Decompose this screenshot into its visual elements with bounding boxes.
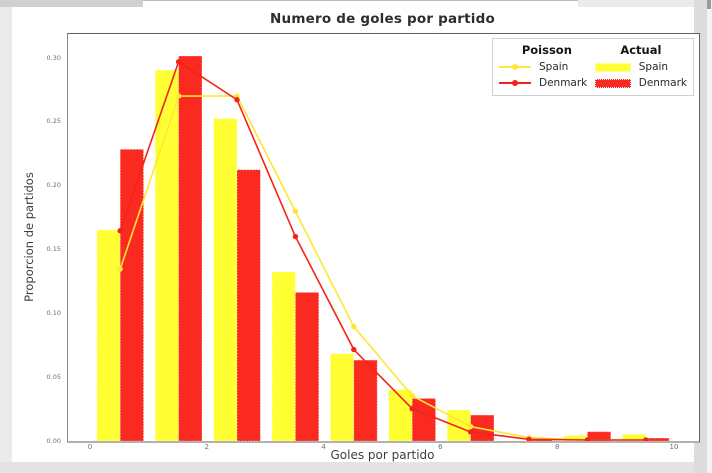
spain-actual-bar xyxy=(622,433,647,441)
spain-actual-bar xyxy=(96,229,121,441)
denmark-line-marker-icon xyxy=(512,80,518,86)
denmark-actual-bar xyxy=(294,292,320,441)
spain-poisson-marker xyxy=(409,393,415,399)
legend-column-poisson: Poisson Spain Denmark xyxy=(499,42,595,93)
legend-label: Spain xyxy=(539,61,569,73)
denmark-bar-swatch-icon xyxy=(594,78,631,88)
denmark-poisson-marker xyxy=(175,59,182,65)
spain-actual-bar xyxy=(213,118,238,441)
spain-poisson-marker xyxy=(467,423,474,430)
denmark-actual-bar xyxy=(411,398,436,441)
x-axis-label: Goles por partido xyxy=(330,448,435,462)
window-bottom-strip xyxy=(0,462,694,473)
legend: Poisson Spain Denmark Actual Spain xyxy=(492,38,694,96)
legend-header-poisson: Poisson xyxy=(521,43,572,57)
x-tick-label: 0 xyxy=(87,443,93,451)
legend-entry-actual-denmark: Denmark xyxy=(594,75,687,91)
y-tick-label: 0.15 xyxy=(46,245,61,254)
legend-label: Denmark xyxy=(638,77,687,89)
y-tick-label: 0.00 xyxy=(46,436,61,445)
y-tick-label: 0.25 xyxy=(46,117,61,126)
window-corner-mark xyxy=(707,0,711,9)
legend-entry-poisson-denmark: Denmark xyxy=(499,75,595,91)
spain-line-marker-icon xyxy=(512,64,518,70)
spain-actual-bar xyxy=(505,440,530,441)
x-tick-label: 10 xyxy=(669,443,679,451)
denmark-poisson-marker xyxy=(234,97,240,103)
legend-entry-actual-spain: Spain xyxy=(594,59,687,75)
y-tick-label: 0.30 xyxy=(46,53,61,62)
spain-actual-bar xyxy=(271,271,296,441)
legend-label: Spain xyxy=(638,61,669,73)
x-tick-label: 6 xyxy=(438,443,443,451)
denmark-poisson-marker xyxy=(351,346,357,353)
denmark-actual-bar xyxy=(119,148,144,441)
denmark-poisson-marker xyxy=(117,227,123,234)
denmark-actual-bar xyxy=(587,431,612,441)
denmark-actual-bar xyxy=(178,55,203,441)
denmark-poisson-marker xyxy=(292,233,299,240)
legend-label: Denmark xyxy=(539,77,588,89)
window-top-strip-left xyxy=(0,0,143,7)
y-tick-label: 0.20 xyxy=(46,181,61,190)
denmark-actual-bar xyxy=(645,437,670,441)
spain-poisson-marker xyxy=(175,93,182,99)
denmark-poisson-marker xyxy=(643,437,649,441)
spain-poisson-marker xyxy=(234,93,240,99)
denmark-poisson-marker xyxy=(409,405,415,412)
window-right-edge xyxy=(707,0,712,473)
legend-entry-poisson-spain: Spain xyxy=(499,59,595,75)
denmark-actual-bar xyxy=(236,169,261,441)
legend-column-actual: Actual Spain Denmark xyxy=(594,42,687,93)
spain-bar-swatch-icon xyxy=(594,62,631,72)
x-tick-label: 4 xyxy=(321,443,326,451)
chart-title: Numero de goles por partido xyxy=(270,11,495,27)
denmark-poisson-marker xyxy=(584,437,591,441)
chart-figure: Numero de goles por partido Proporcion d… xyxy=(12,7,700,462)
denmark-poisson-line xyxy=(119,60,646,441)
spain-poisson-line xyxy=(119,95,646,441)
legend-header-actual: Actual xyxy=(620,43,662,57)
denmark-poisson-marker xyxy=(526,436,532,441)
y-axis-label: Proporcion de partidos xyxy=(22,172,36,302)
spain-actual-bar xyxy=(154,69,179,441)
x-tick-label: 2 xyxy=(204,443,210,451)
plot-area xyxy=(67,33,700,443)
denmark-line-sample-icon xyxy=(499,80,531,86)
spain-line-sample-icon xyxy=(499,64,531,70)
x-tick-label: 8 xyxy=(554,443,560,451)
spain-poisson-marker xyxy=(292,208,299,215)
spain-poisson-marker xyxy=(351,323,357,330)
window-top-strip xyxy=(143,0,578,7)
denmark-poisson-marker xyxy=(467,429,474,435)
denmark-actual-bar xyxy=(353,359,378,441)
y-tick-label: 0.10 xyxy=(46,309,61,318)
y-tick-label: 0.05 xyxy=(46,373,61,381)
spain-actual-bar xyxy=(330,353,355,441)
spain-poisson-marker xyxy=(117,266,123,272)
